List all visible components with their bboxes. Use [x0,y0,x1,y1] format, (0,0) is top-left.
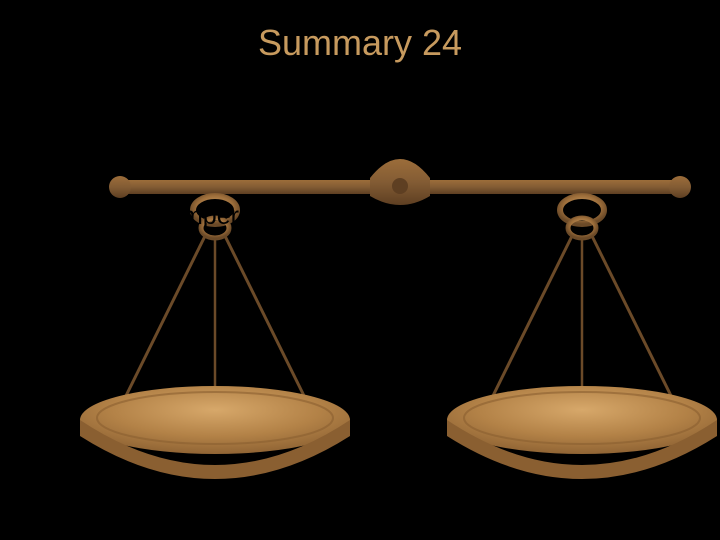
slide-title: Summary 24 [18,22,702,64]
note-text: (At standard temperature and pressure) [18,202,702,231]
slide: Summary 24 1. What is the volume of 2 mo… [0,0,720,540]
question-item: 2. What is the volume of 0. 5 moles of g… [18,132,702,166]
question-list: 1. What is the volume of 2 moles of gas?… [18,98,702,166]
slide-content: Summary 24 1. What is the volume of 2 mo… [0,0,720,231]
question-number: 2. [18,132,60,166]
question-item: 1. What is the volume of 2 moles of gas? [18,98,702,132]
question-number: 1. [18,98,60,132]
question-text: What is the volume of 0. 5 moles of gas? [60,132,512,166]
question-text: What is the volume of 2 moles of gas? [60,98,484,132]
